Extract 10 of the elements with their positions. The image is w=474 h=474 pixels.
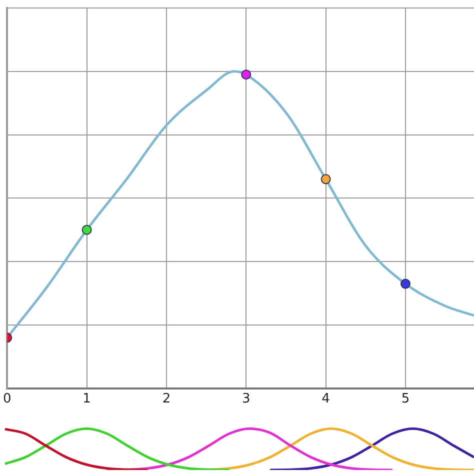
x-tick-label: 3	[242, 392, 250, 407]
point	[320, 174, 331, 184]
point	[400, 278, 410, 289]
x-tick-label: 1	[82, 392, 91, 407]
x-tick-label: 2	[162, 392, 171, 407]
x-tick-label: 4	[322, 392, 330, 407]
point	[241, 70, 252, 80]
x-tick-label: 5	[401, 392, 410, 407]
point	[82, 224, 92, 235]
x-tick-label: 0	[2, 392, 12, 407]
